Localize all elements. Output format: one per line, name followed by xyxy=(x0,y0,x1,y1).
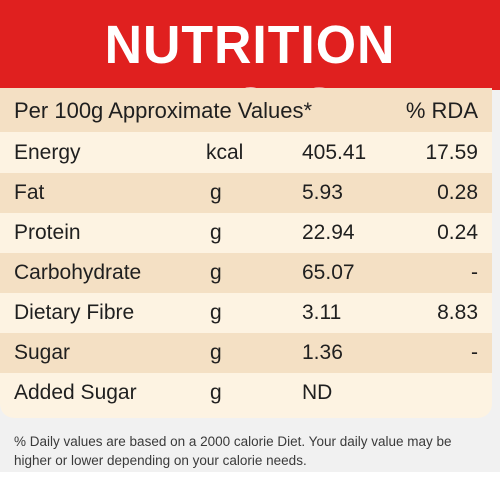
table-row: Fat g 5.93 0.28 xyxy=(0,173,492,213)
nutrient-value: 65.07 xyxy=(302,261,355,284)
table-row: Sugar g 1.36 - xyxy=(0,333,492,373)
nutrient-unit: g xyxy=(210,181,222,204)
nutrient-rda: 8.83 xyxy=(437,301,478,324)
nutrient-unit: g xyxy=(210,381,222,404)
nutrient-value: 3.11 xyxy=(302,301,342,324)
nutrient-name: Protein xyxy=(14,221,81,244)
nutrient-value: 405.41 xyxy=(302,140,367,164)
header-banner: NUTRITION FACTS xyxy=(0,0,500,137)
nutrient-name: Dietary Fibre xyxy=(14,301,135,324)
nutrient-value: 22.94 xyxy=(302,221,355,244)
nutrient-rda: 17.59 xyxy=(425,140,478,164)
header-rda: % RDA xyxy=(405,97,478,123)
nutrient-name: Fat xyxy=(14,181,45,204)
nutrient-value: ND xyxy=(302,381,333,404)
header-label: Per 100g Approximate Values* xyxy=(14,97,312,123)
nutrient-name: Energy xyxy=(14,140,81,164)
nutrition-table: Per 100g Approximate Values* % RDA Energ… xyxy=(0,88,492,418)
nutrient-rda: - xyxy=(471,261,478,284)
nutrient-name: Carbohydrate xyxy=(14,261,142,284)
nutrient-unit: g xyxy=(210,221,222,244)
nutrient-value: 5.93 xyxy=(302,181,343,204)
daily-value-note: % Daily values are based on a 2000 calor… xyxy=(14,434,452,468)
nutrient-unit: g xyxy=(210,261,222,284)
nutrient-rda: 0.28 xyxy=(437,181,478,204)
nutrient-name: Added Sugar xyxy=(14,381,137,404)
table-row: Carbohydrate g 65.07 - xyxy=(0,253,492,293)
table-row: Protein g 22.94 0.24 xyxy=(0,213,492,253)
table-row: Added Sugar g ND xyxy=(0,373,492,413)
table-row: Dietary Fibre g 3.11 8.83 xyxy=(0,293,492,333)
nutrient-rda: 0.24 xyxy=(437,221,478,244)
nutrient-unit: g xyxy=(210,341,222,364)
nutrient-value: 1.36 xyxy=(302,341,343,364)
nutrient-unit: g xyxy=(210,301,222,324)
nutrient-name: Sugar xyxy=(14,341,71,364)
table-header-row: Per 100g Approximate Values* % RDA xyxy=(0,88,492,132)
nutrient-unit: kcal xyxy=(206,140,244,164)
table-row: Energy kcal 405.41 17.59 xyxy=(0,132,492,173)
nutrient-rda: - xyxy=(471,341,478,364)
bottom-margin xyxy=(0,472,500,500)
